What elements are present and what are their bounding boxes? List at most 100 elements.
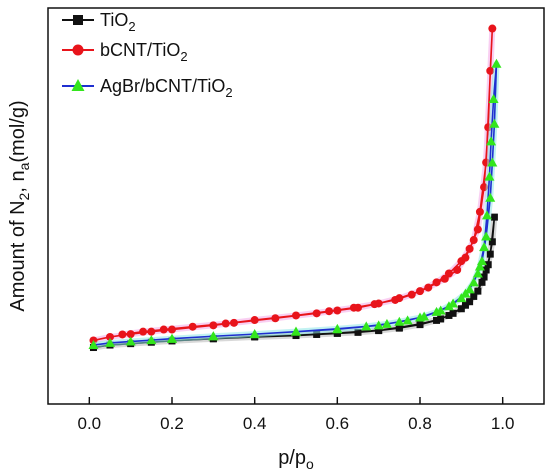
plot-frame <box>47 7 545 405</box>
data-point <box>139 327 148 336</box>
data-point <box>395 324 403 332</box>
data-point <box>147 327 156 336</box>
data-point <box>208 331 219 341</box>
data-point <box>349 303 358 312</box>
data-point <box>125 336 136 346</box>
data-point <box>126 330 135 339</box>
data-point <box>448 298 459 308</box>
series-3 <box>88 58 502 350</box>
data-point <box>373 320 384 330</box>
data-point <box>419 311 430 321</box>
data-point <box>332 323 343 333</box>
data-point <box>465 244 474 253</box>
x-tick-label: 0.8 <box>408 414 432 433</box>
data-point <box>484 261 492 269</box>
data-point <box>375 327 383 335</box>
data-point <box>490 213 498 221</box>
data-point <box>88 340 99 350</box>
x-tick-label: 0.4 <box>243 414 267 433</box>
data-point <box>486 136 497 146</box>
data-point <box>354 328 362 336</box>
data-point <box>118 330 127 339</box>
series-line-halo <box>93 60 500 349</box>
data-point <box>473 225 482 234</box>
data-point <box>460 288 471 298</box>
data-point <box>488 94 499 104</box>
data-point <box>457 305 465 313</box>
data-point <box>416 287 424 296</box>
data-point <box>105 337 115 347</box>
legend-label-tio2: TiO2 <box>100 10 136 34</box>
data-point <box>474 261 485 271</box>
data-point <box>486 250 494 258</box>
data-point <box>479 242 490 252</box>
data-point <box>485 192 496 202</box>
x-axis-ticks: 0.0 0.2 0.4 0.6 0.8 1.0 <box>78 397 515 433</box>
data-point <box>402 315 413 325</box>
legend-label-agbr-bcnt-tio2: AgBr/bCNT/TiO2 <box>100 76 233 100</box>
data-point <box>370 300 379 309</box>
legend-label-bcnt-tio2: bCNT/TiO2 <box>100 40 188 64</box>
data-point <box>437 315 445 323</box>
data-point <box>481 210 492 220</box>
data-point <box>487 157 498 167</box>
data-point <box>469 236 478 245</box>
data-point <box>461 253 470 262</box>
legend: TiO2 bCNT/TiO2 AgBr/bCNT/TiO2 <box>62 10 233 100</box>
x-tick-label: 0.2 <box>160 414 184 433</box>
series-2 <box>89 24 497 345</box>
x-axis-title: p/po <box>278 447 314 472</box>
data-point <box>416 321 424 329</box>
data-point <box>443 301 454 311</box>
data-point <box>292 311 300 320</box>
data-point <box>435 305 446 315</box>
data-point <box>333 329 341 337</box>
data-point <box>333 306 342 315</box>
data-point <box>470 292 478 300</box>
data-point <box>209 321 218 330</box>
data-point <box>480 273 488 281</box>
data-point <box>381 318 392 328</box>
data-point <box>486 66 495 75</box>
data-point <box>453 265 462 274</box>
data-point <box>159 325 168 334</box>
data-point <box>488 238 496 246</box>
data-point <box>461 301 469 309</box>
x-tick-label: 0.6 <box>326 414 350 433</box>
data-point <box>188 322 197 331</box>
data-point <box>424 283 433 292</box>
data-point <box>407 290 416 299</box>
data-point <box>488 24 497 33</box>
data-point <box>271 314 280 323</box>
data-point <box>325 307 334 316</box>
data-point <box>249 329 260 339</box>
data-point <box>312 309 321 318</box>
data-point <box>456 293 467 303</box>
data-point <box>482 266 490 274</box>
x-tick-label: 0.0 <box>78 414 102 433</box>
data-point <box>481 231 492 241</box>
x-tick-label: 1.0 <box>491 414 515 433</box>
data-point <box>484 171 495 181</box>
data-point <box>432 278 441 287</box>
data-point <box>478 278 486 286</box>
data-point <box>489 118 500 128</box>
data-point <box>445 311 453 319</box>
data-point <box>291 326 301 336</box>
data-point <box>221 319 230 328</box>
data-point <box>167 333 177 343</box>
data-point <box>440 274 449 283</box>
legend-marker-agbr-bcnt-tio2 <box>71 79 85 91</box>
data-point <box>394 316 405 326</box>
data-point <box>468 277 479 287</box>
data-point <box>391 295 400 304</box>
legend-item-tio2: TiO2 <box>62 10 136 34</box>
data-point <box>146 335 157 345</box>
data-point <box>361 321 372 331</box>
data-point <box>466 298 474 306</box>
series-line <box>93 63 498 346</box>
legend-item-bcnt-tio2: bCNT/TiO2 <box>62 40 188 64</box>
data-point <box>250 316 259 325</box>
data-point <box>168 325 176 334</box>
